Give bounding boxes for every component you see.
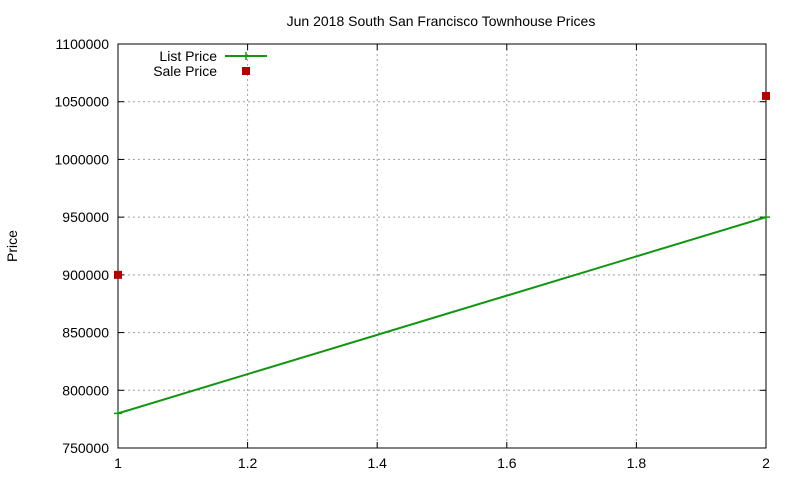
y-tick-label: 950000 [62,209,109,225]
y-tick-label: 900000 [62,267,109,283]
y-tick-label: 1100000 [56,36,110,52]
x-tick-label: 1.2 [238,455,258,471]
legend-label: Sale Price [153,63,217,79]
legend-label: List Price [159,48,217,64]
axis-ticks: 1 1.2 1.4 1.6 1.8 2 750000 800000 850000 900000 95… [54,36,770,471]
legend-swatch-square [242,67,250,75]
plot-frame [117,43,767,449]
x-tick-label: 1 [114,455,122,471]
x-tick-label: 2 [762,455,770,471]
y-tick-label: 750000 [62,440,109,456]
y-axis-label: Price [4,230,20,262]
y-tick-label: 800000 [62,382,109,398]
y-tick-label: 1000000 [54,151,109,167]
x-tick-label: 1.8 [627,455,647,471]
chart-title: Jun 2018 South San Francisco Townhouse P… [287,13,596,29]
sale-price-point [114,270,122,279]
x-tick-label: 1.6 [497,455,517,471]
data-series [114,91,770,418]
y-tick-label: 1050000 [54,94,109,110]
grid-lines [118,44,766,448]
x-tick-label: 1.4 [367,455,387,471]
list-price-point [762,213,770,222]
list-price-line [117,216,767,415]
y-tick-label: 850000 [62,325,109,341]
list-price-point [114,409,122,418]
sale-price-point [762,91,770,100]
